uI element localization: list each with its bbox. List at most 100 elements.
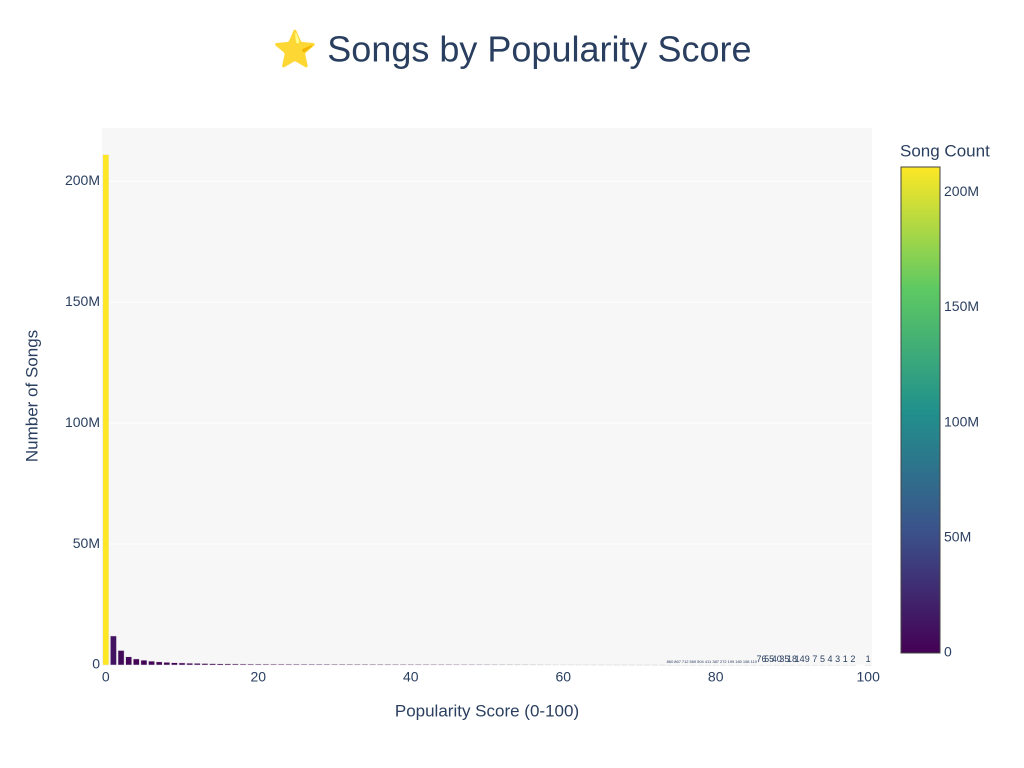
y-tick-label: 100M	[65, 414, 100, 430]
bar	[537, 664, 544, 666]
data-label: 35	[779, 654, 789, 664]
bar	[628, 664, 636, 666]
bar	[453, 664, 460, 666]
bar	[430, 664, 437, 666]
bar	[575, 664, 582, 666]
bar	[704, 664, 712, 666]
bar	[659, 664, 666, 666]
data-label: 411	[705, 659, 712, 664]
bar	[369, 664, 376, 666]
bar	[613, 664, 620, 666]
bar	[674, 664, 681, 666]
bar	[834, 664, 841, 666]
bar	[735, 664, 742, 666]
bar	[758, 664, 765, 666]
bar	[445, 664, 453, 666]
bar	[247, 663, 254, 666]
bar	[224, 663, 232, 666]
bar	[788, 664, 796, 666]
x-tick-label: 80	[708, 669, 724, 685]
bar	[514, 664, 521, 666]
bar	[712, 664, 720, 666]
bar	[354, 663, 361, 666]
bar	[407, 664, 415, 666]
bar	[163, 662, 171, 666]
data-label: 1	[843, 654, 848, 664]
bar	[498, 664, 506, 666]
bar	[727, 664, 735, 666]
bar	[491, 664, 498, 666]
bar	[346, 663, 354, 666]
y-tick-label: 0	[92, 656, 100, 672]
bar	[460, 664, 468, 666]
bar	[376, 664, 384, 666]
bar	[697, 664, 704, 666]
data-label: 14	[795, 654, 805, 664]
bar	[254, 663, 262, 666]
data-label: 18	[787, 654, 797, 664]
bar	[232, 663, 239, 666]
bar	[590, 664, 598, 666]
data-label: 7	[812, 654, 817, 664]
colorbar-tick-label: 200M	[944, 183, 979, 199]
bar	[331, 663, 338, 666]
bar	[293, 663, 300, 666]
bar	[796, 664, 803, 666]
bar	[636, 664, 643, 666]
bar	[171, 662, 178, 666]
bar	[544, 664, 552, 666]
bar	[110, 635, 117, 666]
bar	[201, 663, 209, 666]
bar	[262, 663, 270, 666]
bar	[773, 664, 781, 666]
x-tick-label: 40	[403, 669, 419, 685]
colorbar-tick-label: 0	[944, 644, 952, 660]
data-label: 9	[805, 654, 810, 664]
x-axis-title: Popularity Score (0-100)	[395, 701, 579, 720]
bar	[666, 664, 674, 666]
bar	[277, 663, 285, 666]
data-label: 2	[850, 654, 855, 664]
bar	[216, 663, 224, 666]
bar	[651, 664, 659, 666]
bar	[720, 664, 727, 666]
bar	[338, 663, 346, 666]
bar	[506, 664, 514, 666]
data-label: 55	[764, 654, 774, 664]
bar	[270, 663, 277, 666]
bar	[193, 663, 201, 666]
data-label: 3	[835, 654, 840, 664]
data-label: 76	[756, 654, 766, 664]
data-label: 569	[689, 659, 696, 664]
bar	[300, 663, 308, 666]
bar	[315, 663, 323, 666]
bar	[689, 664, 697, 666]
data-label: 272	[720, 659, 727, 664]
bar	[849, 664, 857, 666]
bar	[582, 664, 590, 666]
y-axis-title: Number of Songs	[22, 330, 41, 462]
x-tick-label: 60	[555, 669, 571, 685]
bar	[178, 662, 186, 666]
data-label: 504	[697, 659, 704, 664]
bar	[483, 664, 491, 666]
bar	[598, 664, 605, 666]
bar	[842, 664, 849, 666]
x-tick-label: 100	[857, 669, 881, 685]
plot-area	[102, 128, 872, 665]
bar	[742, 664, 750, 666]
bar	[155, 661, 163, 666]
data-label: 860	[667, 659, 674, 664]
data-label: 1	[866, 654, 871, 664]
bar	[186, 662, 193, 666]
bar	[285, 663, 293, 666]
bar	[567, 664, 575, 666]
bar	[239, 663, 247, 666]
colorbar-tick-label: 100M	[944, 413, 979, 429]
bar	[140, 659, 148, 666]
bar	[468, 664, 476, 666]
bar	[681, 664, 689, 666]
colorbar	[900, 166, 941, 654]
bar	[102, 154, 110, 666]
